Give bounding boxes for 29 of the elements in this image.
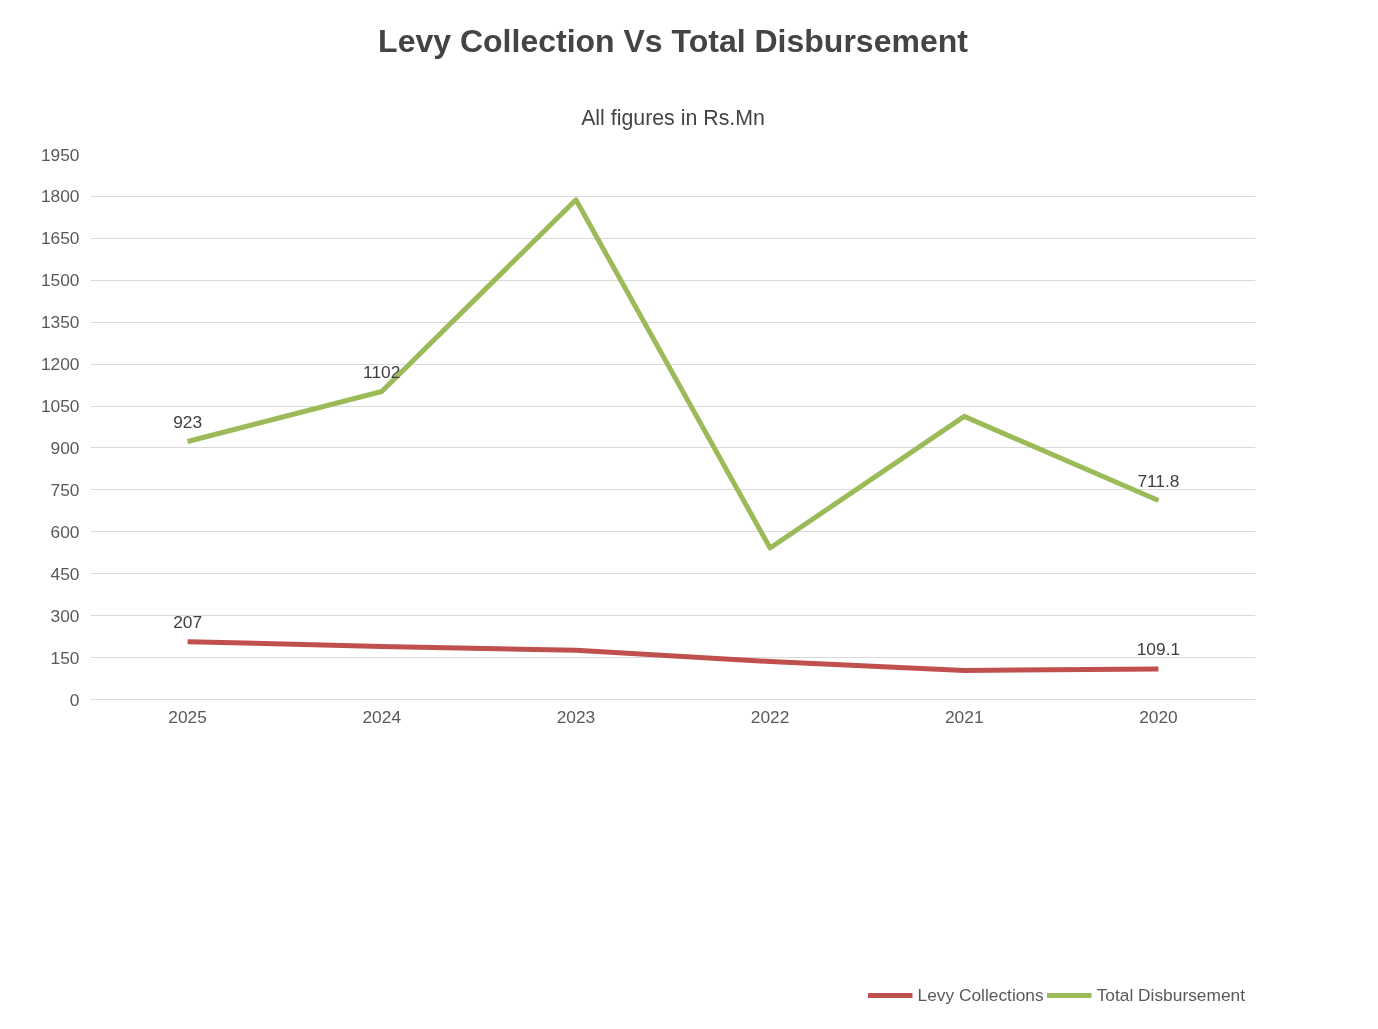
data-label: 923 [173,411,203,432]
data-label: 109.1 [1136,639,1181,660]
x-tick-label: 2025 [168,706,207,727]
y-tick-label: 300 [50,605,80,626]
y-tick-label: 750 [50,479,80,500]
x-tick-label: 2021 [944,706,984,727]
x-tick-label: 2020 [1139,706,1178,727]
y-tick-label: 900 [50,437,80,458]
y-tick-label: 1350 [40,312,80,333]
data-label: 1102 [363,361,401,382]
legend-label: Levy Collections [917,984,1044,1006]
y-tick-label: 1650 [40,228,80,249]
y-tick-label: 150 [50,647,80,668]
chart-title: Levy Collection Vs Total Disbursement [378,22,969,59]
x-tick-label: 2023 [556,706,596,727]
legend-label: Total Disbursement [1096,984,1245,1006]
y-tick-label: 600 [50,521,80,542]
chart-subtitle: All figures in Rs.Mn [581,105,765,130]
y-tick-label: 1500 [40,270,80,291]
data-label: 207 [173,611,203,632]
data-label: 711.8 [1137,470,1180,491]
x-tick-label: 2022 [750,706,790,727]
y-tick-label: 450 [50,563,80,584]
y-tick-label: 0 [69,689,80,710]
y-tick-label: 1050 [40,396,80,417]
x-tick-label: 2024 [362,706,402,727]
y-tick-label: 1800 [40,186,80,207]
y-tick-label: 1950 [40,144,80,165]
y-tick-label: 1200 [40,354,80,375]
